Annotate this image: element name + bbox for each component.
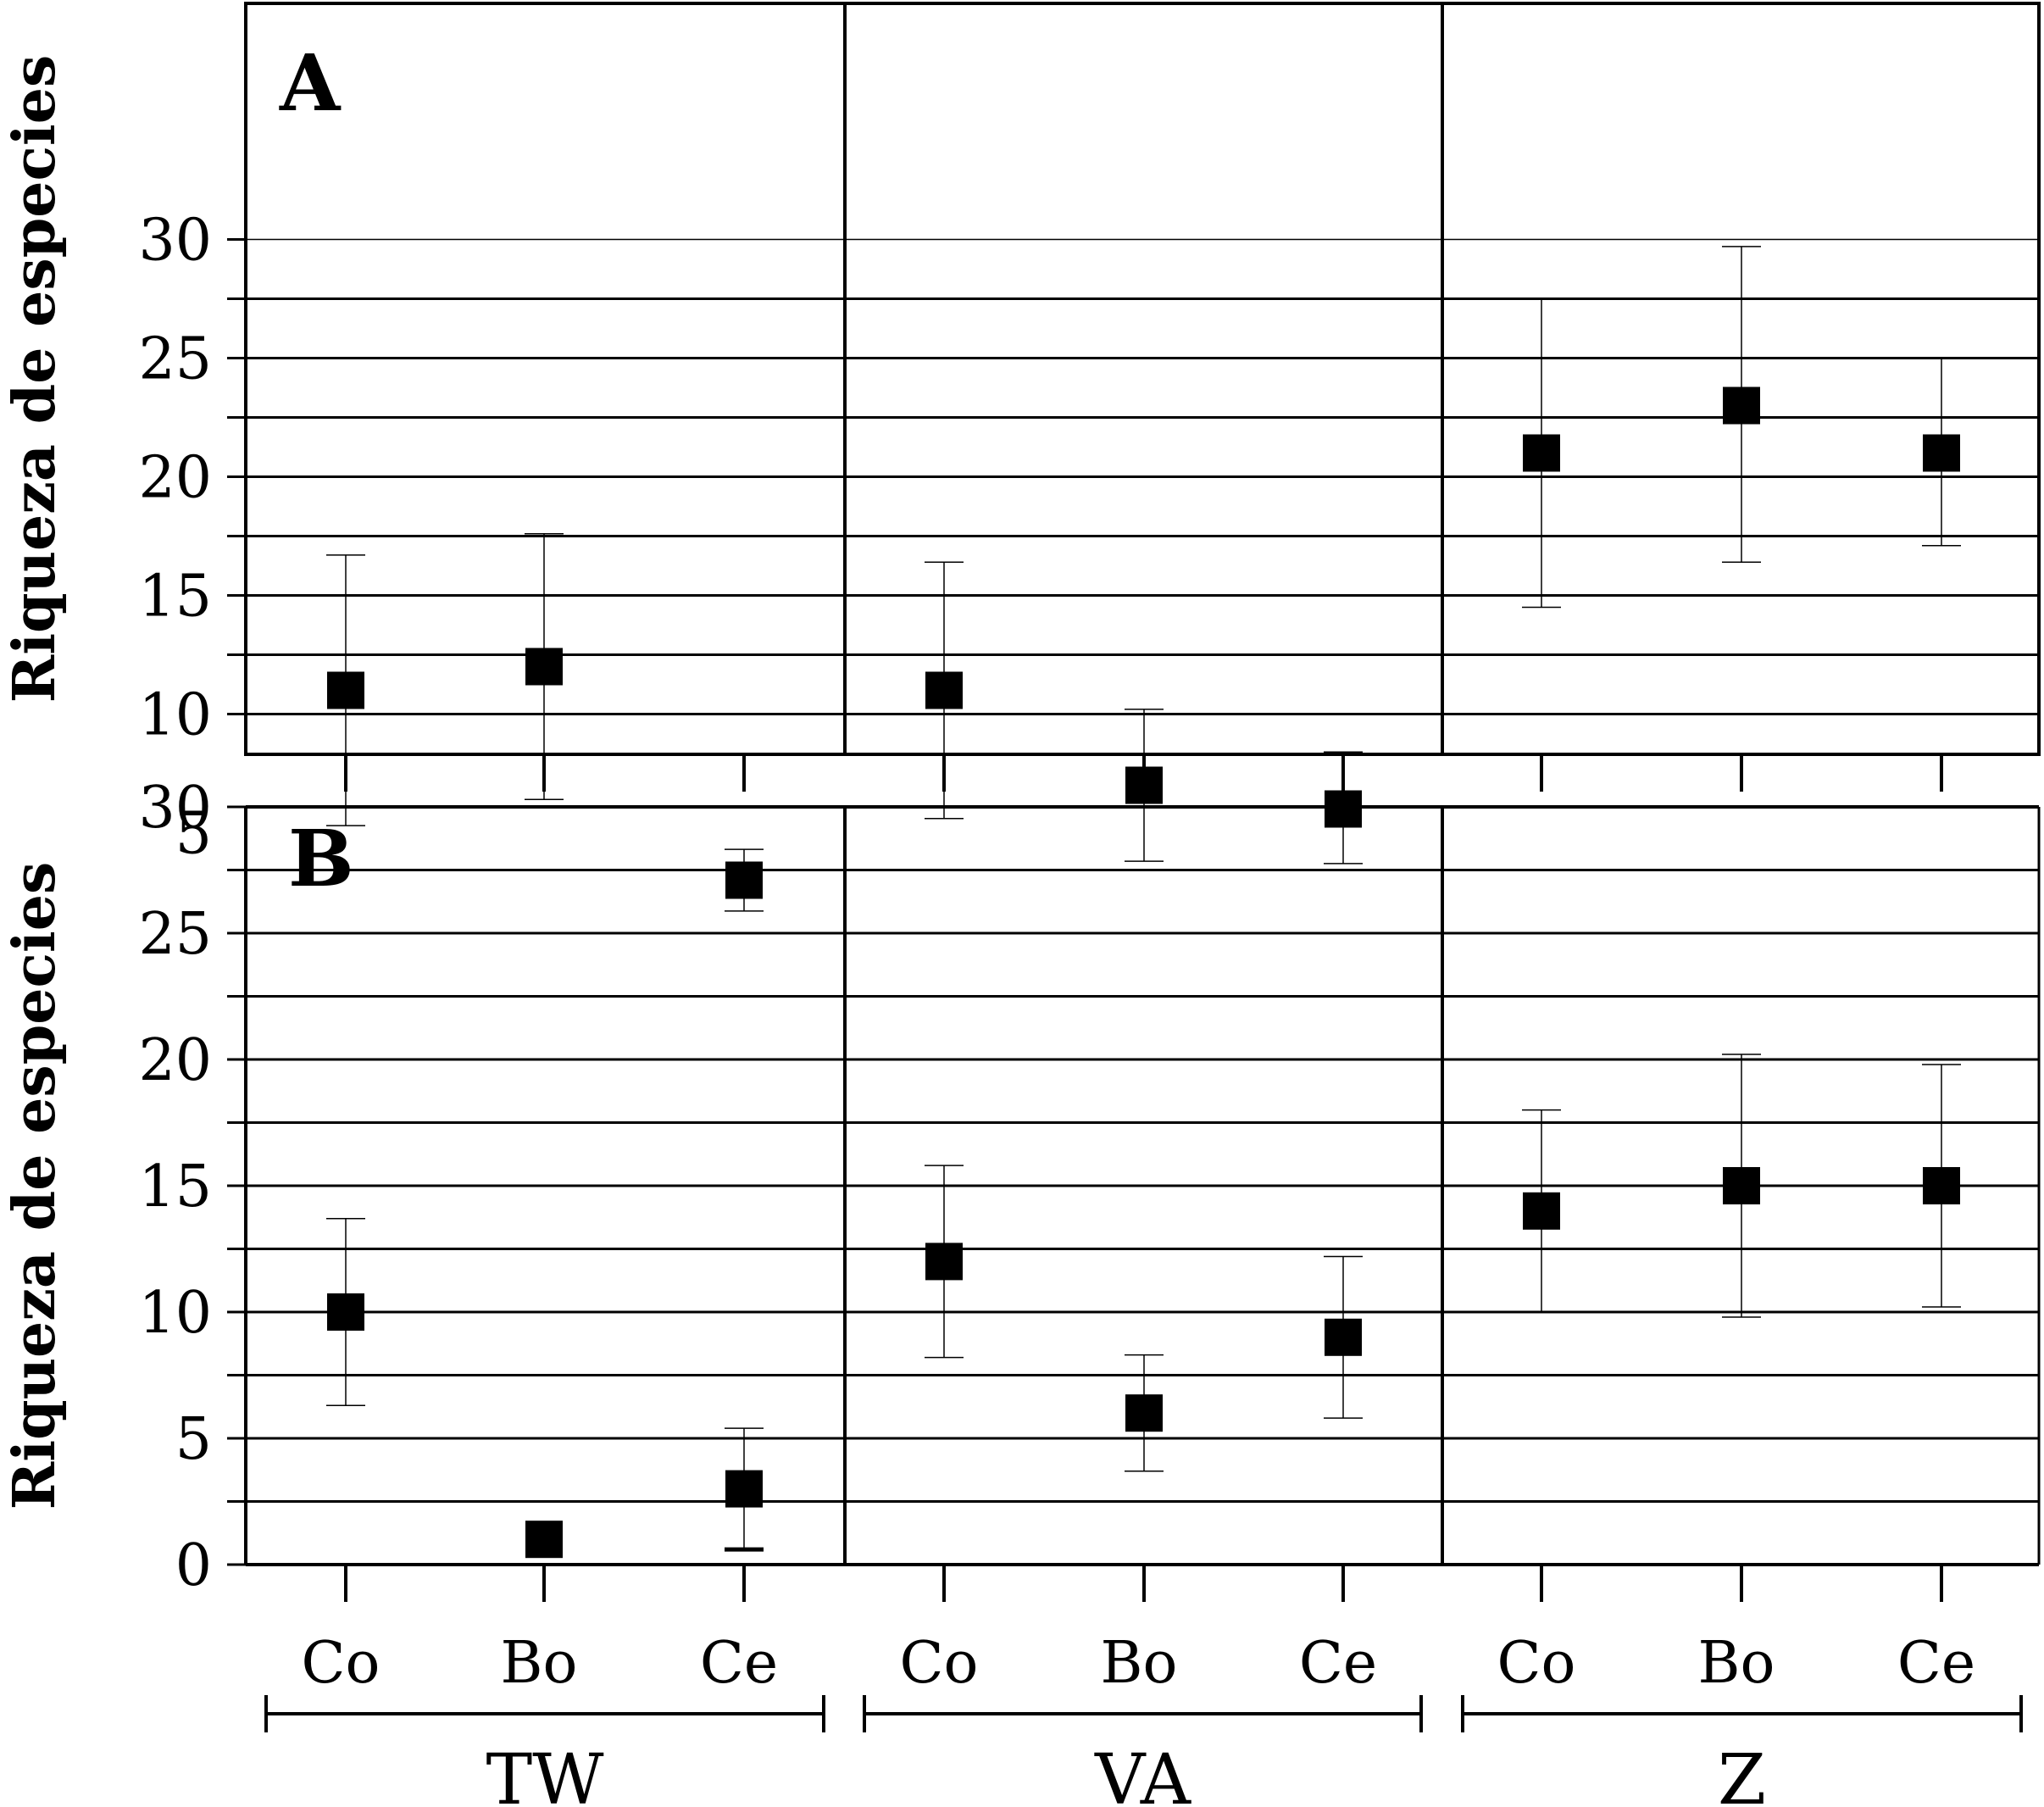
y-tick-label: 10 bbox=[138, 682, 212, 749]
y-tick-label: 0 bbox=[175, 1532, 212, 1599]
y-tick-label: 5 bbox=[175, 1406, 212, 1473]
category-label: Co bbox=[302, 1630, 380, 1697]
y-tick-label: 30 bbox=[138, 208, 212, 275]
data-point bbox=[725, 1470, 763, 1508]
panel-frame bbox=[244, 2, 2041, 756]
y-tick-label: 25 bbox=[138, 901, 212, 968]
category-label: Ce bbox=[1897, 1630, 1975, 1697]
y-tick-label: 20 bbox=[138, 445, 212, 512]
y-tick-label: 20 bbox=[138, 1027, 212, 1094]
error-bars-layer bbox=[326, 246, 1961, 1552]
category-label: Co bbox=[900, 1630, 979, 1697]
data-point bbox=[525, 648, 563, 686]
y-axis-label: Riqueza de especies bbox=[1, 862, 69, 1510]
data-point bbox=[1923, 434, 1960, 472]
group-label: TW bbox=[486, 1740, 605, 1807]
y-tick-label: 25 bbox=[138, 326, 212, 393]
panel-letter: B bbox=[288, 813, 354, 904]
data-point bbox=[1325, 790, 1362, 828]
data-point bbox=[1325, 1318, 1362, 1356]
category-label: Ce bbox=[1299, 1630, 1377, 1697]
panel-letter: A bbox=[279, 37, 342, 129]
data-point bbox=[327, 1293, 364, 1331]
text-layer: 5 10 15 20 25 30 A Riqueza de especies 0 5 10 15 20 2… bbox=[1, 37, 1975, 1807]
data-point bbox=[1723, 1167, 1760, 1204]
grid-layer bbox=[246, 238, 2039, 1566]
data-point bbox=[925, 1243, 963, 1281]
y-tick-label: 30 bbox=[138, 775, 212, 842]
category-label: Bo bbox=[501, 1630, 578, 1697]
data-point bbox=[1723, 386, 1760, 425]
axes-layer bbox=[227, 238, 2023, 1732]
group-label: Z bbox=[1718, 1740, 1766, 1807]
category-label: Ce bbox=[700, 1630, 778, 1697]
data-point bbox=[1523, 1192, 1560, 1230]
data-point bbox=[725, 861, 763, 899]
y-tick-label: 10 bbox=[138, 1280, 212, 1347]
data-points-layer bbox=[327, 386, 1960, 1559]
data-point bbox=[1523, 434, 1560, 472]
category-label: Co bbox=[1497, 1630, 1576, 1697]
data-point bbox=[1125, 1394, 1163, 1432]
category-label: Bo bbox=[1101, 1630, 1178, 1697]
data-point bbox=[525, 1521, 563, 1559]
y-axis-label: Riqueza de especies bbox=[1, 55, 69, 703]
y-tick-label: 5 bbox=[175, 801, 212, 868]
data-point bbox=[925, 671, 963, 709]
group-label: VA bbox=[1094, 1740, 1192, 1807]
data-point bbox=[327, 671, 364, 709]
data-point bbox=[1923, 1167, 1960, 1204]
y-tick-label: 15 bbox=[138, 1154, 212, 1220]
category-label: Bo bbox=[1698, 1630, 1775, 1697]
y-tick-label: 15 bbox=[138, 564, 212, 631]
